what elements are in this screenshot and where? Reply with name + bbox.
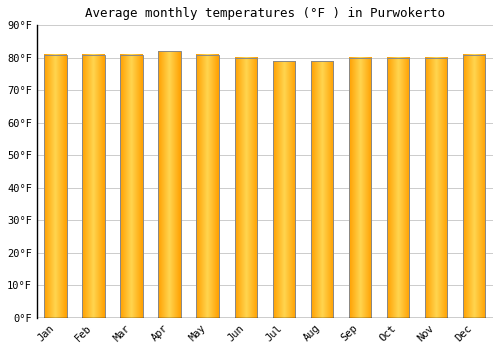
Bar	[120, 55, 144, 318]
Bar	[196, 55, 220, 318]
Bar	[348, 58, 372, 318]
Bar	[424, 58, 448, 318]
Bar	[158, 51, 182, 318]
Bar	[234, 58, 258, 318]
Title: Average monthly temperatures (°F ) in Purwokerto: Average monthly temperatures (°F ) in Pu…	[85, 7, 445, 20]
Bar	[386, 58, 409, 318]
Bar	[44, 55, 67, 318]
Bar	[310, 61, 334, 318]
Bar	[462, 55, 485, 318]
Bar	[82, 55, 105, 318]
Bar	[272, 61, 295, 318]
